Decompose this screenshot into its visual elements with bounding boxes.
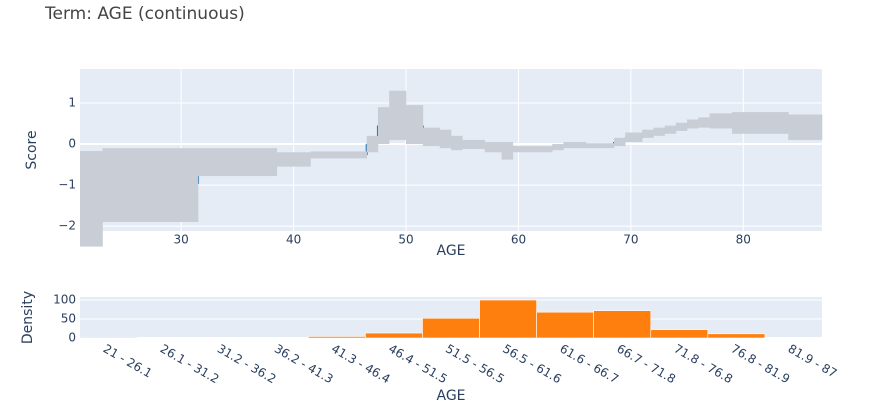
bar — [79, 336, 138, 339]
y-tick-label: 1 — [68, 96, 76, 110]
x-tick-label: 56.5 - 61.6 — [500, 342, 564, 387]
x-axis-title: AGE — [436, 388, 465, 404]
x-tick-label: 61.6 - 66.7 — [557, 342, 621, 387]
x-tick-label: 21 - 26.1 — [101, 342, 155, 381]
confidence-band — [102, 148, 199, 222]
confidence-band — [625, 132, 643, 143]
confidence-band — [389, 90, 407, 140]
confidence-band — [709, 113, 733, 129]
y-tick-label: 0 — [68, 331, 76, 345]
bar — [707, 333, 766, 339]
bar — [479, 299, 537, 339]
y-axis-title: Density — [20, 291, 36, 344]
confidence-band — [276, 152, 311, 167]
confidence-band — [422, 127, 441, 147]
y-tick-label: 50 — [61, 312, 76, 326]
y-axis-title: Score — [24, 130, 40, 169]
x-tick-label: 71.8 - 76.8 — [671, 342, 735, 387]
confidence-band — [642, 129, 654, 138]
x-tick-label: 80 — [736, 233, 751, 247]
y-tick-label: −2 — [58, 219, 76, 233]
confidence-band — [462, 139, 486, 149]
confidence-band — [653, 127, 665, 136]
confidence-band — [732, 112, 789, 134]
confidence-band — [563, 142, 587, 149]
bar — [536, 311, 594, 339]
confidence-band — [310, 151, 367, 159]
confidence-band — [451, 135, 463, 151]
x-tick-label: 70 — [623, 233, 638, 247]
confidence-band — [198, 148, 278, 177]
confidence-band — [614, 137, 626, 147]
confidence-band — [687, 119, 699, 129]
confidence-band — [512, 146, 553, 153]
x-tick-label: 50 — [398, 233, 413, 247]
y-tick-label: −1 — [58, 178, 76, 192]
confidence-band — [80, 151, 103, 247]
x-tick-label: 60 — [511, 233, 526, 247]
x-tick-label: 51.5 - 56.5 — [443, 342, 507, 387]
x-tick-label: 46.4 - 51.5 — [386, 342, 450, 387]
confidence-band — [439, 129, 452, 149]
confidence-band — [675, 122, 688, 131]
bar — [593, 310, 652, 339]
x-axis-title: AGE — [436, 243, 465, 259]
x-tick-label: 81.9 - 87 — [786, 342, 840, 381]
bar — [422, 317, 480, 339]
bar — [650, 329, 709, 339]
confidence-band — [698, 117, 710, 128]
confidence-band — [377, 107, 390, 145]
y-tick-label: 0 — [68, 137, 76, 151]
x-tick-label: 40 — [286, 233, 301, 247]
confidence-band — [552, 144, 564, 151]
x-tick-label: 26.1 - 31.2 — [158, 342, 222, 387]
x-tick-label: 41.3 - 46.4 — [329, 342, 393, 387]
x-tick-label: 76.8 - 81.9 — [729, 342, 793, 387]
confidence-band — [664, 125, 677, 134]
confidence-band — [366, 135, 379, 153]
bar — [308, 336, 366, 339]
confidence-band — [585, 143, 615, 149]
chart-title: Term: AGE (continuous) — [44, 4, 245, 24]
confidence-band — [788, 114, 823, 140]
confidence-band — [484, 142, 502, 153]
x-tick-label: 66.7 - 71.8 — [614, 342, 678, 387]
confidence-band — [501, 142, 514, 160]
x-tick-label: 30 — [174, 233, 189, 247]
confidence-band — [406, 105, 424, 145]
x-tick-label: 36.2 - 41.3 — [272, 342, 336, 387]
y-tick-label: 100 — [53, 293, 76, 307]
bar — [365, 332, 423, 339]
x-tick-label: 31.2 - 36.2 — [215, 342, 279, 387]
